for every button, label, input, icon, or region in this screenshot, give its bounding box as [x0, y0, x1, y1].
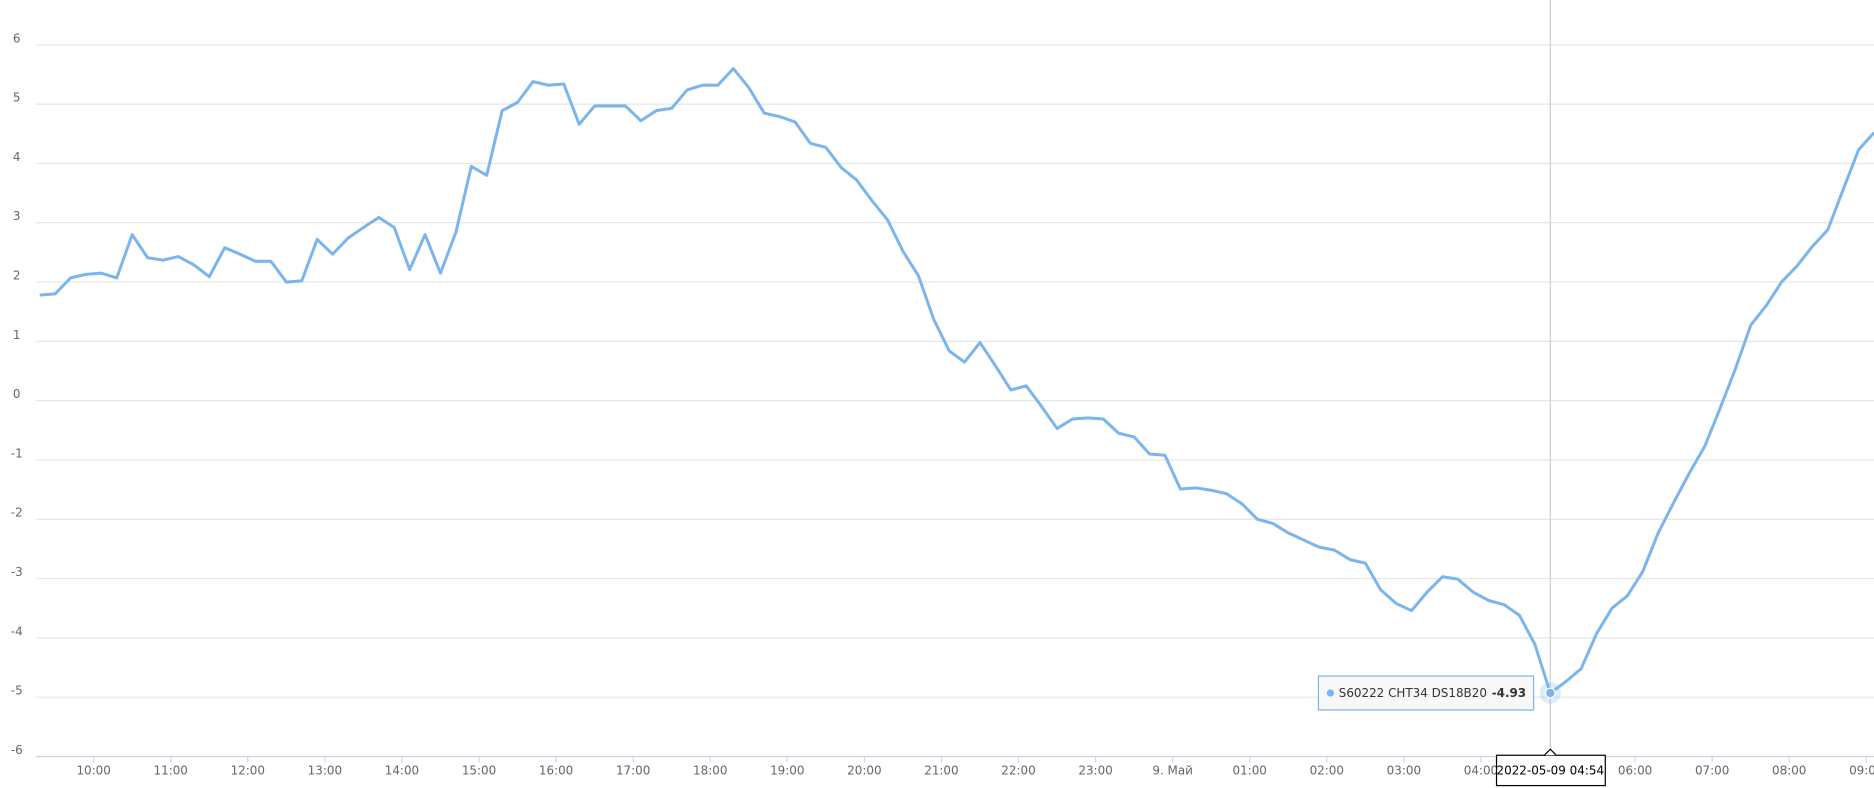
- x-tick-label: 06:00: [1618, 763, 1652, 777]
- x-tick-label: 23:00: [1078, 763, 1112, 777]
- x-tick-label: 08:00: [1772, 763, 1806, 777]
- y-tick-label: -1: [11, 446, 23, 460]
- crosshair-label-pointer: [1543, 748, 1557, 756]
- x-tick-label: 10:00: [76, 763, 110, 777]
- x-tick-label: 12:00: [231, 763, 265, 777]
- y-tick-label: -6: [11, 743, 23, 757]
- x-tick-label: 01:00: [1233, 763, 1267, 777]
- grid: -6 -5 -4 -3 -2 -1 0 1 2 3 4 5 6 10:00 11:00 12:00 13:00 1…: [11, 31, 1874, 778]
- y-tick-label: 0: [13, 387, 21, 401]
- x-tick-label: 14:00: [385, 763, 419, 777]
- x-tick-label: 19:00: [770, 763, 804, 777]
- x-tick-label: 22:00: [1001, 763, 1035, 777]
- tooltip-dot: [1326, 689, 1334, 697]
- x-tick-label: 04:00: [1464, 763, 1498, 777]
- x-tick-label: 02:00: [1310, 763, 1344, 777]
- line: [39, 67, 1874, 695]
- tooltip-value: -4.93: [1492, 685, 1526, 699]
- y-tick-label: 4: [13, 150, 21, 164]
- x-tick-label: 07:00: [1695, 763, 1729, 777]
- x-tick-label: 20:00: [847, 763, 881, 777]
- x-tick-label: 11:00: [154, 763, 188, 777]
- tooltip-series: S60222 CHT34 DS18B20: [1339, 685, 1487, 699]
- crosshair-label: 2022-05-09 04:54: [1497, 763, 1605, 777]
- y-tick-label: 6: [13, 31, 21, 45]
- y-tick-label: -2: [11, 506, 23, 520]
- x-tick-label: 9. Май: [1152, 763, 1193, 777]
- hover-marker: [1544, 687, 1556, 699]
- x-tick-label: 17:00: [616, 763, 650, 777]
- plot: [39, 67, 1874, 695]
- x-tick-label: 21:00: [924, 763, 958, 777]
- y-tick-label: -3: [11, 565, 23, 579]
- x-tick-label: 03:00: [1387, 763, 1421, 777]
- y-tick-label: 5: [13, 91, 21, 105]
- tooltip-text: S60222 CHT34 DS18B20 -4.93: [1339, 685, 1526, 699]
- x-tick-label: 18:00: [693, 763, 727, 777]
- overlay: S60222 CHT34 DS18B20 -4.93 2022-05-09 04:5…: [1317, 0, 1606, 787]
- y-tick-label: 1: [13, 328, 21, 342]
- x-tick-label: 15:00: [462, 763, 496, 777]
- x-tick-label: 16:00: [539, 763, 573, 777]
- x-tick-label: 13:00: [308, 763, 342, 777]
- y-tick-label: -4: [11, 624, 23, 638]
- tooltip-box: [1317, 675, 1535, 711]
- y-tick-label: 2: [13, 268, 21, 282]
- y-tick-label: -5: [11, 684, 23, 698]
- x-tick-label: 09:00: [1849, 763, 1874, 777]
- y-tick-label: 3: [13, 209, 21, 223]
